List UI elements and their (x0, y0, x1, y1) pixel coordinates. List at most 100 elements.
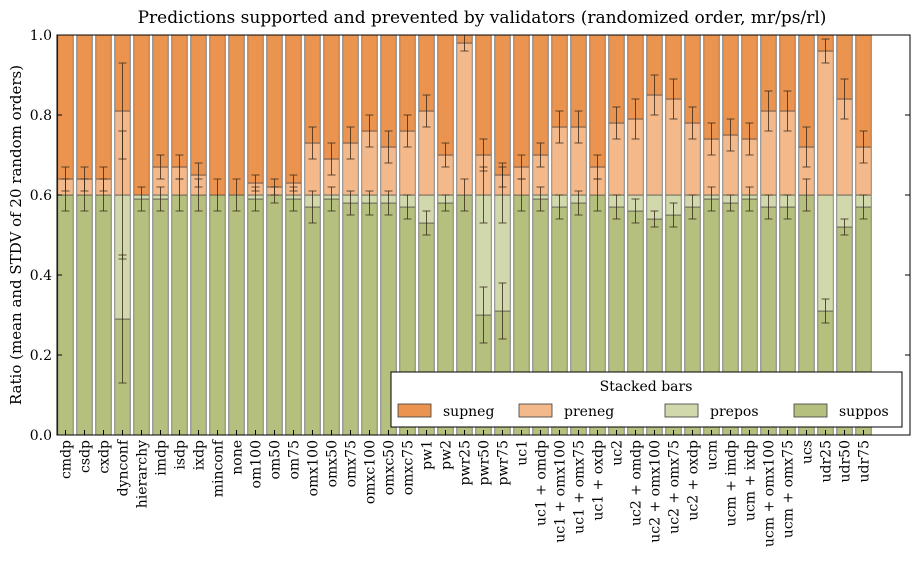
x-tick-label: uc2 (610, 440, 626, 466)
errorbar-preneg-24 (517, 154, 526, 180)
x-tick-label: hierarchy (135, 440, 151, 508)
x-tick-label: pw1 (420, 440, 436, 470)
legend-swatch-prepos (664, 403, 699, 418)
bar-supneg-20 (437, 34, 454, 156)
bar-suppos-15 (342, 202, 359, 436)
bar-suppos-5 (152, 198, 169, 436)
errorbar-preneg-2 (99, 166, 108, 192)
x-tick-label: pwr50 (477, 440, 493, 485)
errorbar-preneg-37 (764, 90, 773, 132)
y-tick-label: 0.0 (30, 428, 52, 444)
x-tick-label: om50 (268, 440, 284, 480)
errorbar-suppos-25 (536, 186, 545, 212)
errorbar-suppos-9 (232, 178, 241, 212)
errorbar-suppos-23 (498, 282, 507, 340)
x-tick-label: udr50 (838, 440, 854, 483)
errorbar-preneg-39 (802, 126, 811, 168)
bar-suppos-2 (95, 194, 112, 436)
errorbar-suppos-34 (707, 186, 716, 212)
x-tick-label: ucm + omx75 (781, 440, 797, 538)
errorbar-preneg-34 (707, 122, 716, 156)
errorbar-preneg-35 (726, 118, 735, 152)
bar-suppos-12 (285, 198, 302, 436)
legend-label-suppos: suppos (839, 404, 889, 420)
bar-suppos-4 (133, 198, 150, 436)
x-tick-label: isdp (173, 440, 189, 470)
x-tick-label: omx50 (325, 440, 341, 487)
x-tick-label: omxc100 (363, 440, 379, 504)
errorbar-suppos-16 (365, 190, 374, 216)
errorbar-preneg-41 (840, 78, 849, 120)
x-tick-label: om100 (249, 440, 265, 488)
x-tick-label: uc2 + oxdp (686, 440, 702, 521)
errorbar-suppos-39 (802, 178, 811, 212)
x-tick-label: uc1 (515, 440, 531, 466)
bar-supneg-24 (513, 34, 530, 168)
errorbar-preneg-14 (327, 142, 336, 176)
errorbar-preneg-15 (346, 126, 355, 160)
bar-prepos-40 (817, 194, 834, 312)
errorbar-suppos-26 (555, 194, 564, 220)
errorbar-preneg-30 (631, 98, 640, 140)
legend-label-preneg: preneg (564, 404, 614, 420)
errorbars-layer (61, 34, 868, 384)
bar-supneg-1 (76, 34, 93, 180)
errorbar-preneg-3 (118, 62, 127, 160)
errorbar-preneg-7 (194, 162, 203, 188)
x-tick-label: ucs (800, 440, 816, 464)
bar-suppos-16 (361, 202, 378, 436)
bar-suppos-11 (266, 194, 283, 436)
errorbar-preneg-31 (650, 74, 659, 116)
bar-supneg-6 (171, 34, 188, 168)
errorbar-suppos-35 (726, 194, 735, 212)
legend-title: Stacked bars (600, 379, 693, 395)
errorbar-preneg-25 (536, 142, 545, 168)
errorbar-suppos-21 (460, 178, 469, 212)
legend-label-supneg: supneg (443, 404, 494, 420)
errorbar-preneg-18 (403, 114, 412, 148)
errorbar-preneg-20 (441, 142, 450, 168)
errorbar-preneg-16 (365, 114, 374, 148)
x-tick-label: omxc75 (401, 440, 417, 495)
y-tick-label: 0.8 (30, 108, 52, 124)
errorbar-preneg-12 (289, 174, 298, 192)
x-tick-label: udr25 (819, 440, 835, 483)
bar-supneg-22 (475, 34, 492, 156)
x-tick-label: cxdp (97, 440, 113, 474)
y-tick-label: 0.2 (30, 348, 52, 364)
y-tick-label: 0.4 (30, 268, 52, 284)
y-tick-label: 1.0 (30, 28, 52, 44)
errorbar-suppos-8 (213, 178, 222, 212)
errorbar-suppos-19 (422, 210, 431, 236)
errorbar-preneg-32 (669, 78, 678, 120)
errorbar-preneg-6 (175, 154, 184, 180)
y-ticks: 0.0 0.2 0.4 0.6 0.8 1.0 (30, 28, 910, 444)
bar-supneg-11 (266, 34, 283, 188)
bar-supneg-4 (133, 34, 150, 196)
errorbar-suppos-42 (859, 194, 868, 220)
errorbar-preneg-42 (859, 130, 868, 164)
x-tick-label: uc2 + omdp (629, 440, 645, 526)
errorbar-suppos-30 (631, 198, 640, 224)
bar-supneg-0 (57, 34, 74, 180)
x-tick-label: dynconf (116, 438, 132, 496)
errorbar-suppos-38 (783, 194, 792, 220)
y-axis-label: Ratio (mean and STDV of 20 random orders… (7, 65, 25, 405)
errorbar-preneg-17 (384, 130, 393, 164)
plot-frame (56, 34, 911, 436)
bar-supneg-2 (95, 34, 112, 180)
errorbar-suppos-20 (441, 194, 450, 212)
legend-box (390, 371, 903, 428)
x-tick-label: om75 (287, 440, 303, 480)
bar-suppos-6 (171, 194, 188, 436)
bar-suppos-7 (190, 194, 207, 436)
errorbar-preneg-29 (612, 106, 621, 140)
chart-title: Predictions supported and prevented by v… (138, 8, 827, 28)
x-tick-label: cmdp (59, 440, 75, 479)
bar-supneg-12 (285, 34, 302, 184)
x-tick-label: uc1 + omx75 (572, 440, 588, 534)
legend-label-prepos: prepos (710, 404, 759, 420)
x-tick-label: omx100 (306, 440, 322, 496)
errorbar-preneg-40 (821, 38, 830, 64)
